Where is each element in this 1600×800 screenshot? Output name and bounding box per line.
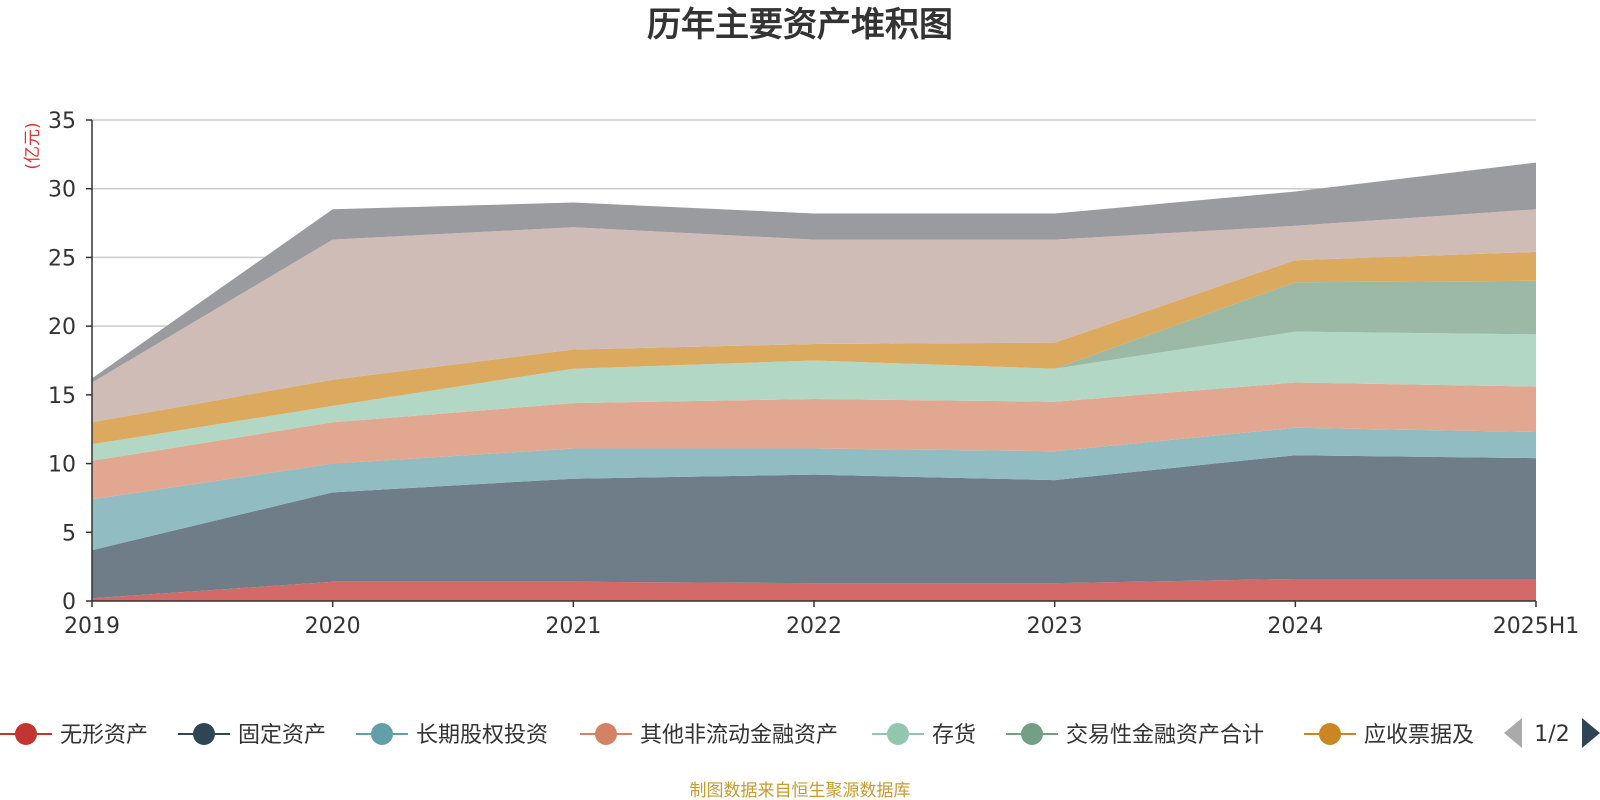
y-axis-ticks: 0 5 10 15 20 25 30 35 — [48, 109, 92, 615]
area-series-6 — [92, 280, 1536, 445]
x-tick-label: 2022 — [786, 614, 842, 639]
legend-circle-icon — [887, 723, 909, 745]
legend-label: 长期股权投资 — [416, 723, 548, 748]
area-series-8 — [92, 209, 1536, 423]
area-series-9 — [92, 162, 1536, 383]
legend-item[interactable]: 存货 — [872, 723, 976, 748]
legend-circle-icon — [15, 723, 37, 745]
area-series-1 — [92, 579, 1536, 601]
area-series-7 — [92, 251, 1536, 445]
legend-item[interactable]: 交易性金融资产合计 — [1006, 723, 1264, 748]
x-tick-label: 2023 — [1027, 614, 1083, 639]
x-tick-label: 2020 — [305, 614, 361, 639]
area-series-5 — [92, 331, 1536, 461]
legend-circle-icon — [193, 723, 215, 745]
area-series — [92, 162, 1536, 601]
legend-circle-icon — [595, 723, 617, 745]
legend-page-indicator: 1/2 — [1534, 722, 1569, 747]
area-series-3 — [92, 427, 1536, 551]
legend-label: 无形资产 — [60, 723, 148, 748]
legend-circle-icon — [1021, 723, 1043, 745]
legend-pager: 1/2 — [1504, 718, 1600, 748]
x-tick-label: 2019 — [64, 614, 120, 639]
source-note: 制图数据来自恒生聚源数据库 — [690, 781, 911, 800]
y-tick-label: 15 — [48, 384, 76, 409]
area-series-4 — [92, 382, 1536, 500]
y-tick-label: 30 — [48, 178, 76, 203]
x-tick-label: 2025H1 — [1493, 614, 1580, 639]
legend-next-icon[interactable] — [1582, 718, 1600, 748]
legend-label: 固定资产 — [238, 723, 326, 748]
y-tick-label: 0 — [62, 590, 76, 615]
legend-item[interactable]: 固定资产 — [178, 723, 326, 748]
area-series-2 — [92, 455, 1536, 599]
x-tick-label: 2021 — [545, 614, 601, 639]
y-axis-unit-label: (亿元) — [23, 122, 43, 169]
legend-circle-icon — [1319, 723, 1341, 745]
y-tick-label: 5 — [62, 521, 76, 546]
y-tick-label: 25 — [48, 246, 76, 271]
chart-title: 历年主要资产堆积图 — [647, 5, 953, 45]
legend-item[interactable]: 无形资产 — [0, 723, 148, 748]
legend-label: 存货 — [932, 723, 976, 748]
legend-label: 应收票据及 — [1364, 723, 1474, 748]
legend-item[interactable]: 应收票据及 — [1304, 723, 1474, 748]
x-axis-ticks: 2019 2020 2021 2022 2023 2024 2025H1 — [64, 601, 1579, 639]
x-tick-label: 2024 — [1267, 614, 1323, 639]
y-tick-label: 35 — [48, 109, 76, 134]
legend-label: 其他非流动金融资产 — [640, 723, 838, 748]
y-tick-label: 10 — [48, 453, 76, 478]
legend: 无形资产 固定资产 长期股权投资 其他非流动金融资产 存货 交易性金融资产合计 应收票据及 — [0, 723, 1474, 748]
y-tick-label: 20 — [48, 315, 76, 340]
legend-circle-icon — [371, 723, 393, 745]
legend-item[interactable]: 长期股权投资 — [356, 723, 548, 748]
legend-label: 交易性金融资产合计 — [1066, 723, 1264, 748]
legend-prev-icon[interactable] — [1504, 718, 1522, 748]
legend-item[interactable]: 其他非流动金融资产 — [580, 723, 838, 748]
